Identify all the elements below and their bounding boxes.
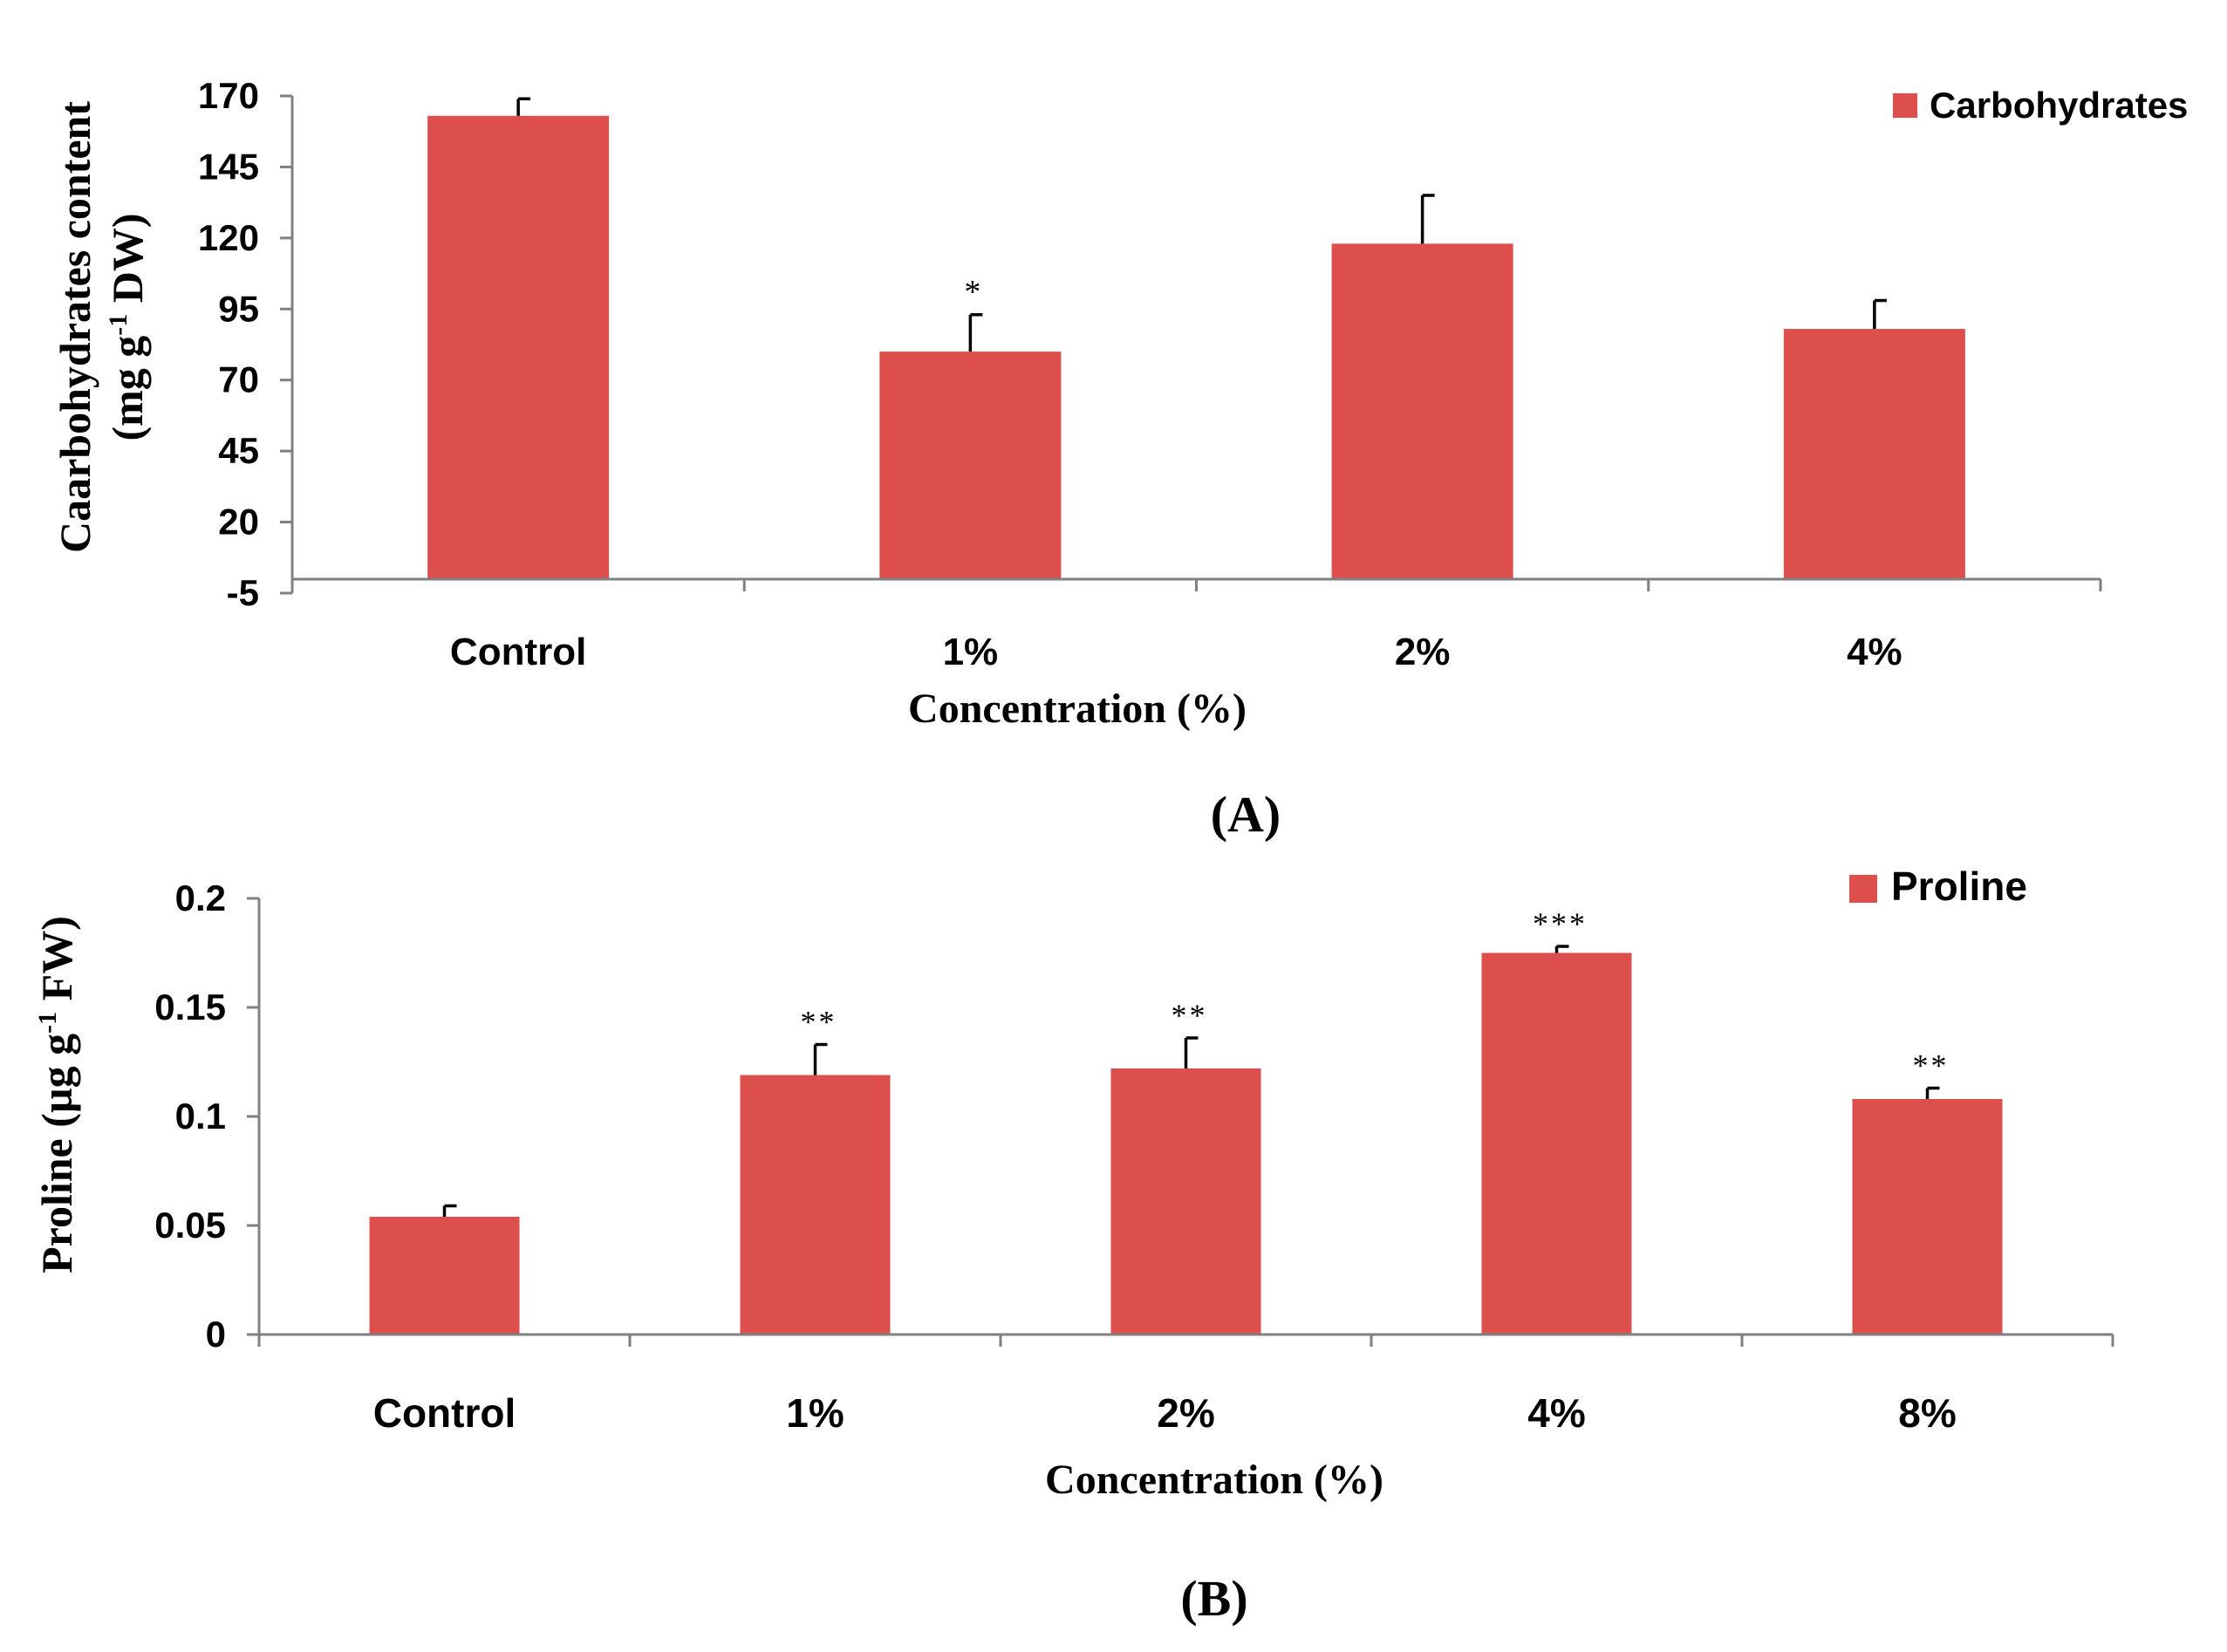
x-tick-label-0: Control	[450, 631, 586, 673]
bar-1	[740, 1075, 891, 1335]
y-tick-label-5: 45	[218, 430, 259, 471]
legend-label: Proline	[1891, 864, 2027, 909]
x-tick-label-4: 8%	[1898, 1390, 1956, 1436]
y-tick-label-3: 95	[218, 288, 259, 329]
panel-label: (B)	[1180, 1570, 1247, 1627]
bar-1	[879, 352, 1062, 579]
y-tick-labels: 170 145 120 95 70 45 20 -5	[198, 75, 259, 613]
legend: Carbohydrates	[1893, 85, 2188, 126]
significance-marker-4: **	[1913, 1048, 1950, 1083]
significance-marker-1: **	[801, 1005, 837, 1040]
bar-2	[1110, 1068, 1261, 1335]
x-tick-labels: Control 1% 2% 4%	[450, 631, 1903, 673]
y-tick-label-3: 0.05	[154, 1205, 226, 1246]
x-tick-labels: Control 1% 2% 4% 8%	[373, 1390, 1957, 1436]
bar-2	[1331, 243, 1513, 579]
bar-3	[1783, 329, 1965, 579]
axes-group	[280, 94, 2102, 595]
bar-3	[1481, 952, 1632, 1335]
y-tick-label-4: 70	[218, 359, 259, 400]
bars-group	[427, 115, 1965, 579]
y-axis-label-line2: (mg g-1 DW)	[103, 213, 152, 440]
x-tick-label-1: 1%	[943, 631, 999, 673]
error-bars-group	[442, 945, 1940, 1217]
y-tick-label-1: 145	[198, 146, 259, 187]
x-tick-label-3: 4%	[1527, 1390, 1585, 1436]
x-axis-label: Concentration (%)	[908, 686, 1247, 732]
y-tick-label-2: 0.1	[175, 1096, 226, 1137]
y-tick-label-7: -5	[227, 572, 259, 613]
legend-swatch	[1849, 875, 1877, 903]
legend-swatch	[1893, 93, 1917, 118]
chart-carbohydrates: * 170 145 120 95 70 45 20 -5 Control 1% 2% 4% Caar…	[51, 75, 2188, 843]
x-tick-label-2: 2%	[1157, 1390, 1214, 1436]
x-tick-label-3: 4%	[1847, 631, 1903, 673]
y-tick-label-2: 120	[198, 217, 259, 258]
x-axis-label: Concentration (%)	[1045, 1457, 1383, 1503]
bar-4	[1852, 1099, 2003, 1335]
legend-label: Carbohydrates	[1930, 85, 2188, 126]
significance-marker-1: *	[964, 274, 983, 311]
bar-0	[369, 1217, 520, 1335]
y-tick-label-0: 170	[198, 75, 259, 116]
y-axis-label: Proline (µg g-1 FW)	[32, 916, 81, 1273]
y-tick-label-4: 0	[206, 1314, 226, 1355]
significance-group: ** *******	[801, 906, 1950, 1083]
significance-group: *	[964, 274, 983, 311]
significance-marker-3: ***	[1533, 906, 1588, 941]
significance-marker-2: **	[1172, 998, 1208, 1033]
error-bars-group	[516, 97, 1887, 352]
panel-label: (A)	[1211, 786, 1281, 843]
y-axis-label-line1: Caarbohydrates content	[51, 101, 99, 553]
chart-proline: ** ******* 0.20.150.10.050 Control 1% 2% 4% 8…	[32, 864, 2114, 1627]
x-tick-label-1: 1%	[786, 1390, 844, 1436]
y-tick-labels: 0.2 0.15 0.1 0.05 0	[154, 877, 226, 1355]
bars-group	[369, 952, 2003, 1335]
legend: Proline	[1849, 864, 2027, 909]
bar-0	[427, 115, 610, 579]
y-tick-label-0: 0.2	[175, 877, 226, 918]
axes-group	[247, 897, 2114, 1347]
x-tick-label-0: Control	[373, 1390, 516, 1436]
y-tick-label-6: 20	[218, 502, 259, 543]
y-tick-label-1: 0.15	[154, 986, 226, 1027]
x-tick-label-2: 2%	[1395, 631, 1451, 673]
